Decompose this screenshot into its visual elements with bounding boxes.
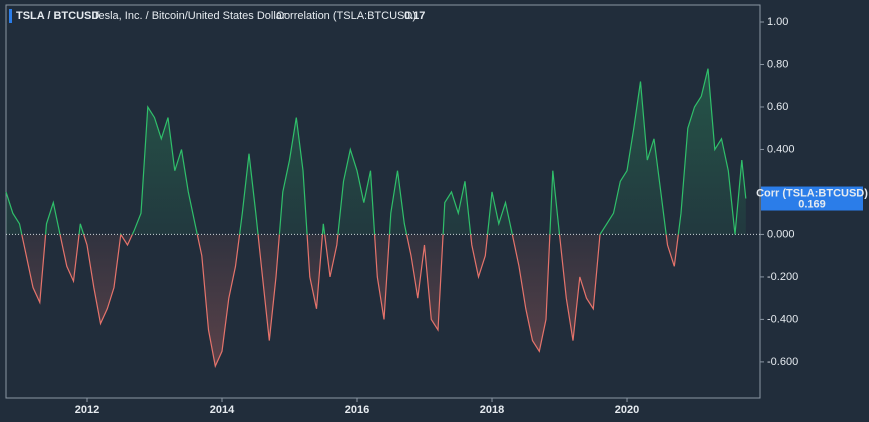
x-tick-label: 2018 (480, 404, 504, 416)
series-line (5, 68, 747, 369)
chart-title: TSLA / BTCUSD (16, 10, 99, 22)
x-tick-label: 2014 (210, 404, 235, 416)
y-tick-label: 0.60 (767, 101, 788, 113)
y-tick-label: 1.00 (767, 16, 788, 28)
y-tick-label: 0.80 (767, 58, 788, 70)
subtitle: Tesla, Inc. / Bitcoin/United States Doll… (93, 10, 286, 22)
badge-value: 0.169 (798, 198, 826, 210)
y-tick-label: 0.400 (767, 143, 795, 155)
y-tick-label: -0.600 (767, 356, 798, 368)
indicator-name: Correlation (TSLA:BTCUSD) (276, 10, 416, 22)
y-tick-label: -0.400 (767, 313, 798, 325)
y-tick-label: 0.000 (767, 228, 795, 240)
x-tick-label: 2016 (345, 404, 369, 416)
header-marker (9, 9, 12, 23)
x-tick-label: 2020 (615, 404, 639, 416)
area-fill (6, 68, 746, 367)
indicator-value: 0.17 (404, 10, 425, 22)
y-tick-label: -0.200 (767, 271, 798, 283)
badge-label: Corr (TSLA:BTCUSD) (756, 187, 868, 199)
x-tick-label: 2012 (75, 404, 99, 416)
last-value-badge (761, 186, 863, 211)
